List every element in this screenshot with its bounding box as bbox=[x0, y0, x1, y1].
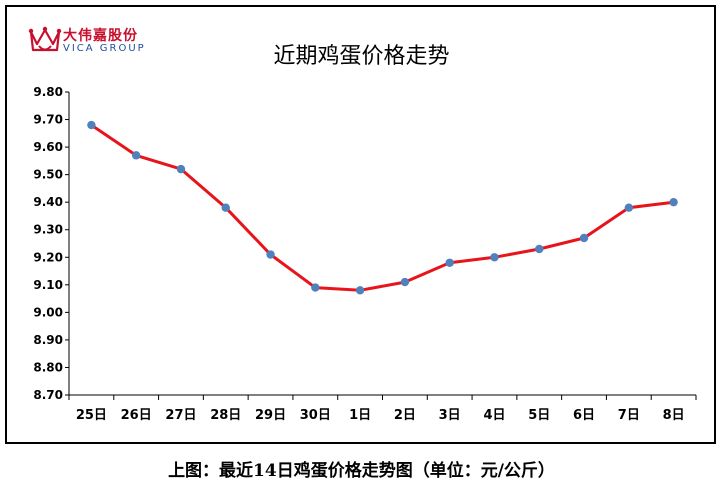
data-point bbox=[221, 203, 230, 212]
y-tick-label: 9.00 bbox=[33, 305, 63, 319]
x-tick-label: 6日 bbox=[573, 408, 595, 423]
x-tick-label: 2日 bbox=[394, 408, 416, 423]
x-tick-label: 28日 bbox=[210, 408, 241, 423]
data-point bbox=[445, 258, 454, 267]
y-tick-label: 8.70 bbox=[33, 388, 63, 402]
x-tick-label: 29日 bbox=[255, 408, 286, 423]
x-tick-label: 7日 bbox=[618, 408, 640, 423]
data-point bbox=[669, 197, 678, 207]
x-tick-label: 3日 bbox=[439, 408, 461, 423]
y-tick-label: 9.60 bbox=[33, 140, 63, 154]
y-tick-label: 9.40 bbox=[33, 195, 63, 209]
data-point bbox=[624, 203, 634, 212]
y-tick-label: 9.20 bbox=[33, 250, 63, 264]
data-point bbox=[400, 277, 410, 287]
x-tick-label: 26日 bbox=[121, 408, 152, 423]
data-point bbox=[176, 164, 186, 174]
company-logo: 大伟嘉股份 VICA GROUP bbox=[27, 22, 162, 62]
y-tick-label: 8.90 bbox=[33, 333, 63, 347]
x-tick-label: 5日 bbox=[528, 408, 550, 423]
logo-name-en: VICA GROUP bbox=[63, 43, 146, 54]
chart-title: 近期鸡蛋价格走势 bbox=[273, 44, 450, 69]
x-tick-label: 25日 bbox=[76, 408, 107, 423]
x-tick-label: 1日 bbox=[349, 408, 371, 423]
data-point bbox=[311, 283, 320, 292]
data-point bbox=[266, 250, 275, 259]
x-tick-label: 8日 bbox=[663, 408, 685, 423]
data-point bbox=[87, 120, 96, 130]
x-tick-label: 30日 bbox=[300, 408, 331, 423]
data-point bbox=[490, 253, 499, 262]
logo-name-cn: 大伟嘉股份 bbox=[63, 28, 138, 44]
x-tick-label: 27日 bbox=[165, 408, 196, 423]
y-tick-label: 8.80 bbox=[33, 360, 63, 374]
data-point bbox=[535, 244, 544, 254]
chart-frame bbox=[5, 5, 716, 444]
x-tick-label: 4日 bbox=[483, 408, 505, 423]
crown-icon bbox=[28, 26, 62, 52]
y-tick-label: 9.50 bbox=[33, 168, 63, 182]
figure-caption: 上图：最近14日鸡蛋价格走势图（单位：元/公斤） bbox=[168, 461, 555, 481]
series-line bbox=[90, 123, 674, 292]
y-tick-label: 9.70 bbox=[33, 113, 63, 127]
data-point bbox=[579, 233, 589, 243]
data-point bbox=[355, 286, 365, 295]
data-point bbox=[131, 151, 141, 160]
y-tick-label: 9.30 bbox=[33, 223, 63, 237]
y-tick-label: 9.10 bbox=[33, 278, 63, 292]
y-tick-label: 9.80 bbox=[33, 85, 63, 99]
